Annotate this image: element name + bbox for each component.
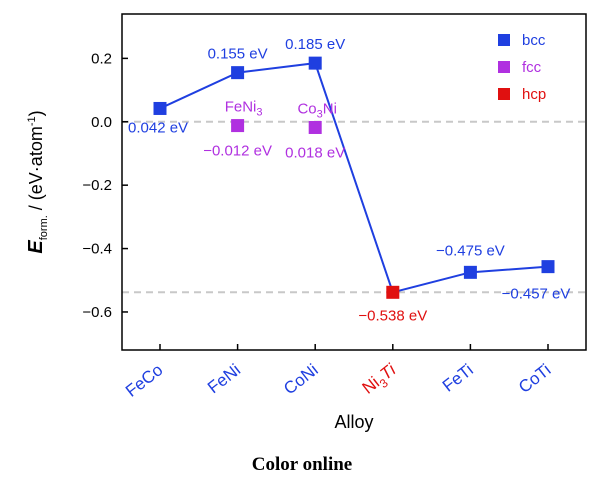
plot-frame [121,13,587,351]
legend-label-fcc: fcc [522,59,542,76]
bcc-value-label-3: −0.475 eV [436,242,505,259]
x-tick-label-0: FeCo [122,360,166,401]
x-tick-label-group-4: FeTi [439,360,477,396]
x-tick-label-4: FeTi [439,360,477,396]
x-tick-label-group-0: FeCo [122,360,166,401]
legend-label-bcc: bcc [522,32,546,49]
hcp-value-label-0: −0.538 eV [358,307,427,324]
fcc-value-label-0: −0.012 eV [203,143,272,160]
series-connecting-line [159,62,549,294]
bcc-marker-1 [231,66,245,80]
legend-swatch-hcp [498,88,510,100]
y-tick-label-3: −0.4 [82,241,112,258]
fcc-value-label-1: 0.018 eV [285,144,345,161]
x-tick-label-group-5: CoTi [515,360,554,397]
legend-swatch-bcc [498,34,510,46]
y-tick-label-0: 0.2 [91,50,112,67]
fcc-marker-1 [308,120,322,134]
bcc-value-label-0: 0.042 eV [128,119,188,136]
x-tick-label-group-2: CoNi [280,360,321,398]
bcc-value-label-1: 0.155 eV [208,46,268,63]
bcc-value-label-4: −0.457 eV [502,286,571,303]
legend-swatch-fcc [498,61,510,73]
x-tick-label-1: FeNi [204,360,244,397]
x-tick-label-group-1: FeNi [204,360,244,397]
alloy-formation-energy-chart: 0.2 0.0 −0.2 −0.4 −0.6 FeCo FeNi CoNi Ni3Ti FeTi C… [25,13,587,432]
hcp-marker-0 [386,285,400,299]
x-tick-label-2: CoNi [280,360,321,398]
y-axis-title: Eform. / (eV·atom-1) [25,110,50,253]
bcc-marker-3 [463,265,477,279]
bcc-marker-4 [541,260,555,274]
fcc-marker-0 [231,119,245,133]
caption: Color online [251,454,353,475]
y-tick-label-1: 0.0 [91,114,112,131]
legend-label-hcp: hcp [522,86,546,103]
fcc-compound-label-0: FeNi3 [225,99,263,119]
x-tick-label-3: Ni3Ti [359,359,403,401]
y-tick-label-4: −0.6 [82,304,112,321]
x-axis-title: Alloy [334,412,373,432]
x-tick-label-5: CoTi [515,360,554,397]
bcc-marker-2 [308,56,322,70]
x-tick-label-group-3: Ni3Ti [359,359,403,401]
y-tick-label-2: −0.2 [82,177,112,194]
fcc-compound-label-1: Co3Ni [297,100,336,120]
bcc-marker-0 [153,101,167,115]
bcc-value-label-2: 0.185 eV [285,36,345,53]
